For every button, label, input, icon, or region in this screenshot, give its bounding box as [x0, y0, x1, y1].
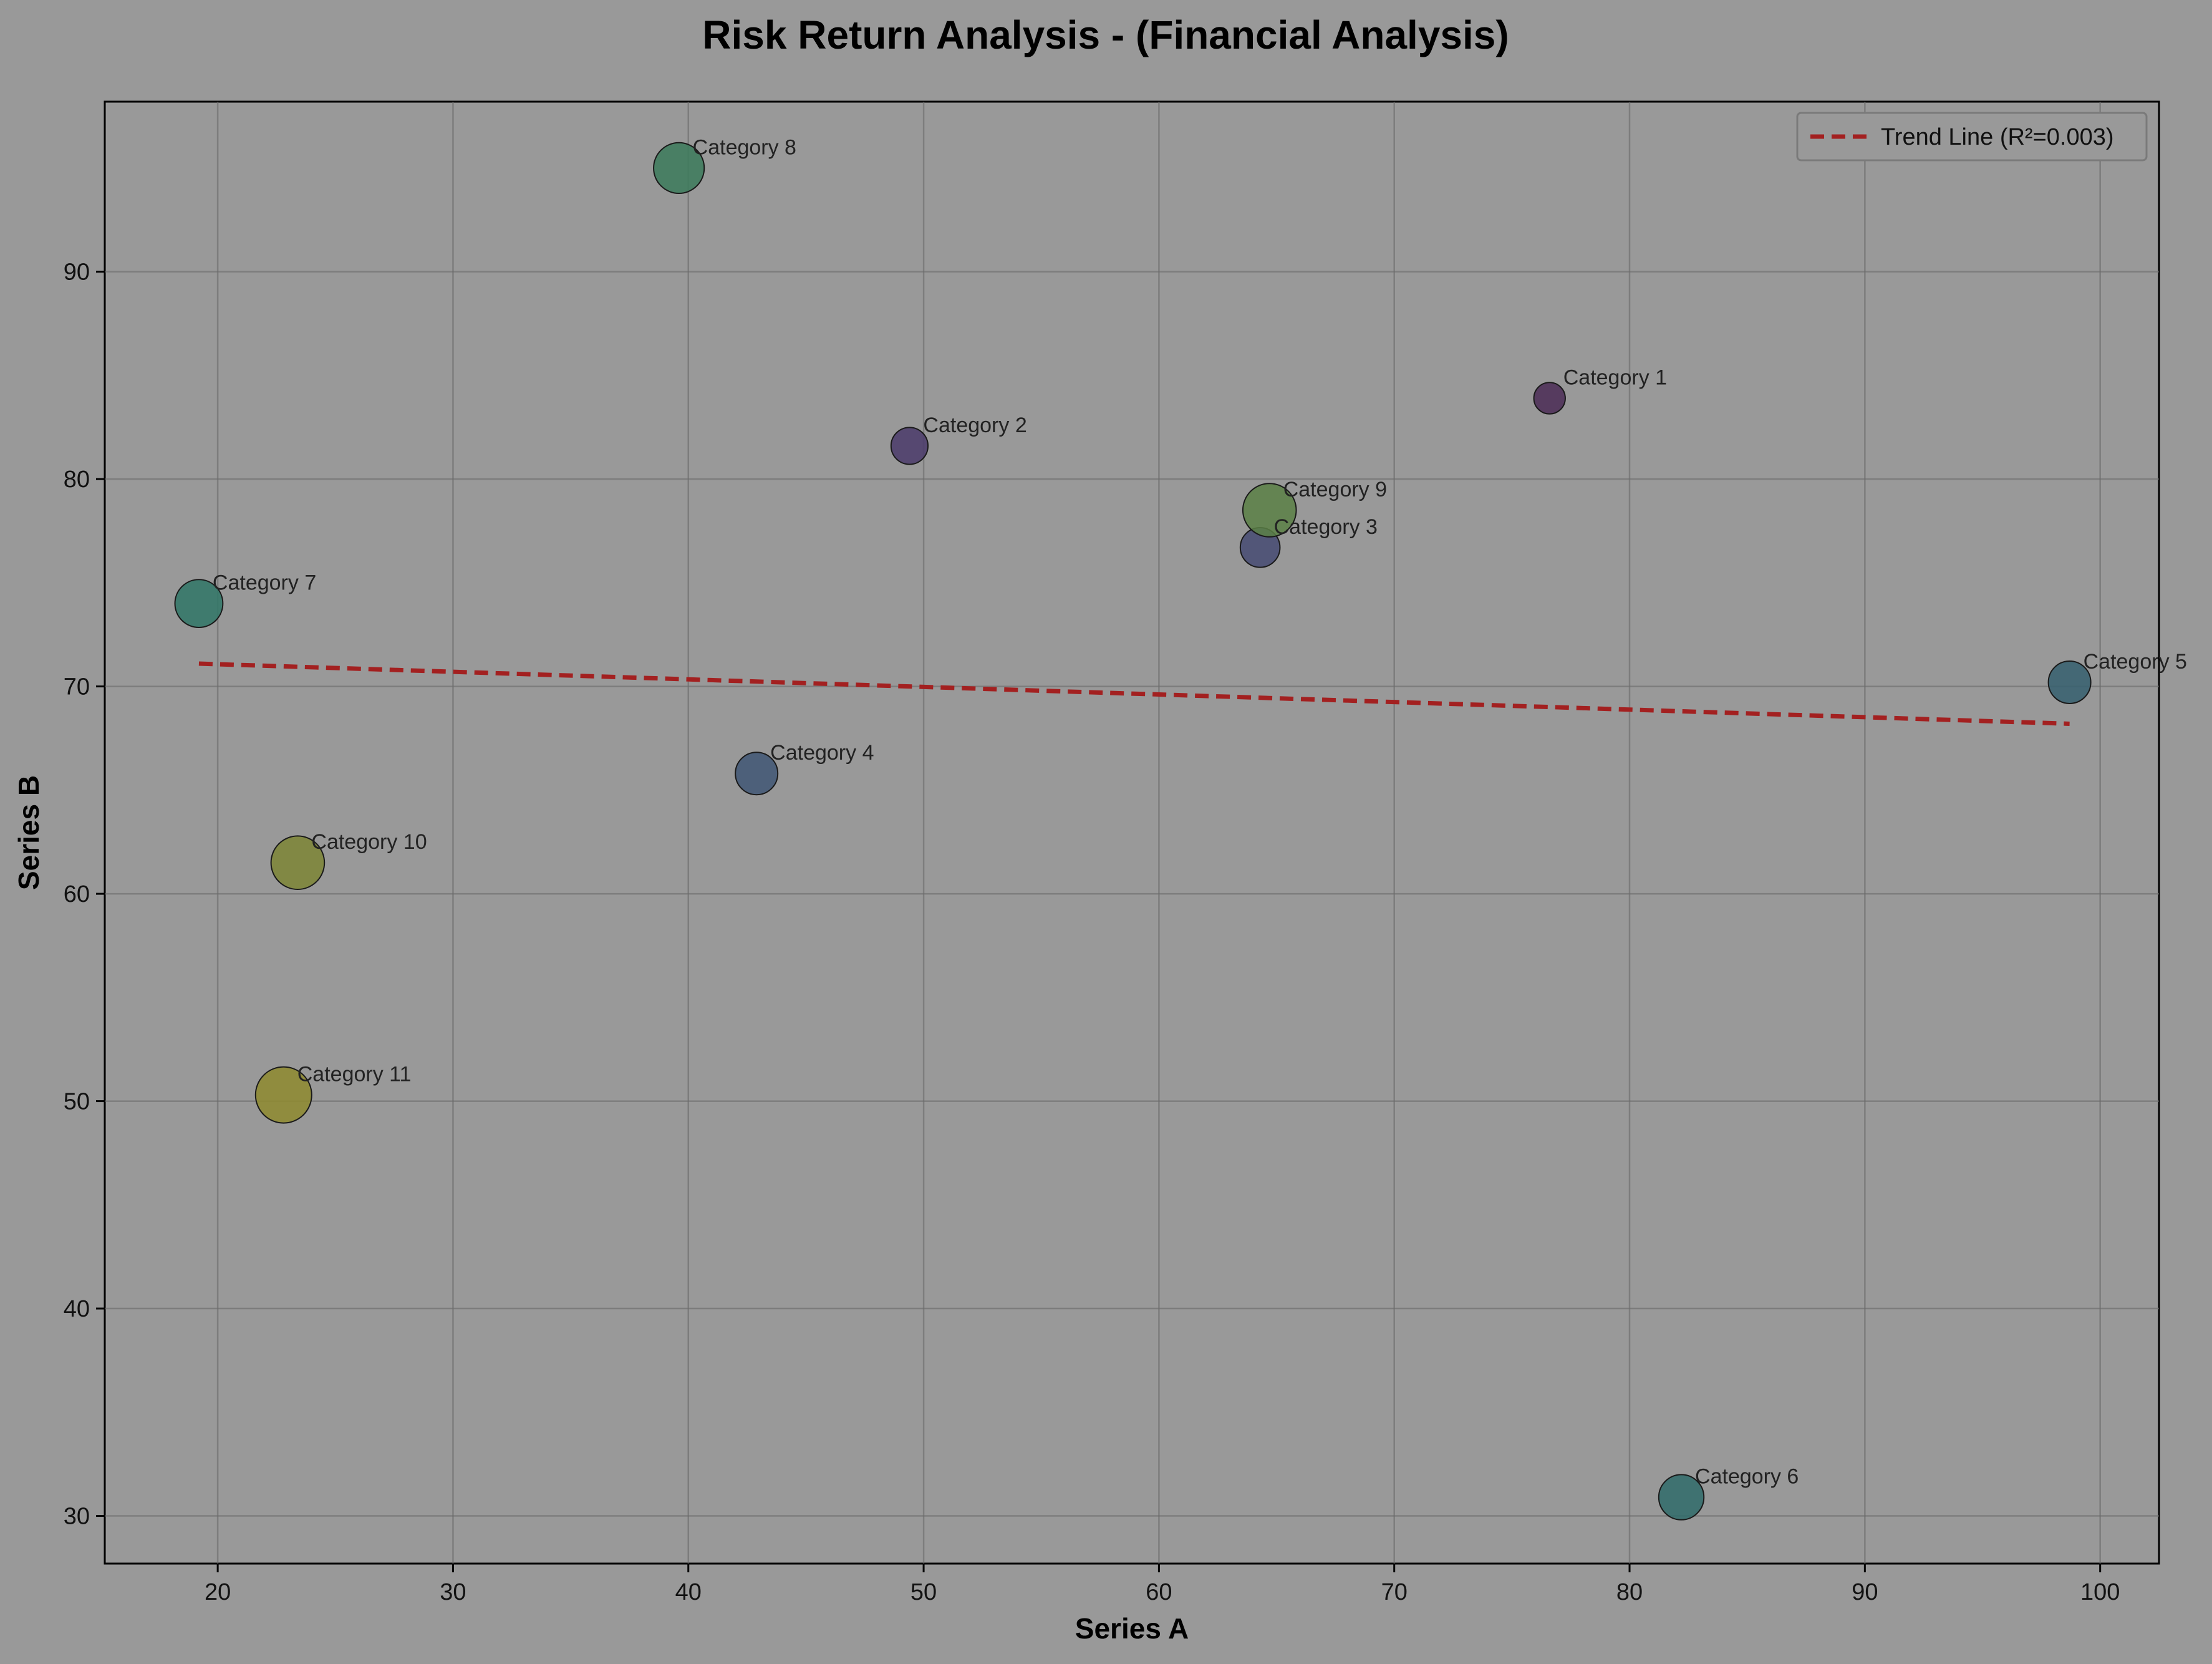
point-label: Category 7 [213, 571, 316, 595]
chart-title: Risk Return Analysis - (Financial Analys… [702, 12, 1509, 57]
point-label: Category 4 [770, 741, 874, 765]
y-axis-label: Series B [12, 775, 45, 890]
scatter-point [735, 752, 779, 796]
y-tick-label: 50 [64, 1089, 90, 1115]
y-tick-label: 80 [64, 467, 90, 493]
axis-ticks: 20 30 40 50 60 70 80 90 100 30 40 50 60 70 80 90 [64, 259, 2120, 1605]
x-tick-label: 50 [910, 1579, 937, 1605]
point-label: Category 3 [1274, 515, 1378, 539]
scatter-point [1658, 1474, 1705, 1521]
point-label: Category 1 [1563, 365, 1667, 389]
scatter-point [1533, 382, 1566, 415]
y-tick-label: 40 [64, 1296, 90, 1322]
x-tick-label: 30 [440, 1579, 466, 1605]
x-axis-label: Series A [1075, 1612, 1189, 1645]
y-tick-label: 90 [64, 259, 90, 286]
legend-box [1796, 112, 2148, 162]
x-tick-label: 20 [205, 1579, 231, 1605]
legend: Trend Line (R²=0.003) [1796, 112, 2148, 162]
scatter-point [174, 579, 224, 629]
scatter-point [653, 142, 705, 194]
point-label: Category 5 [2084, 650, 2187, 674]
x-tick-label: 90 [1852, 1579, 1878, 1605]
x-tick-label: 70 [1381, 1579, 1408, 1605]
scatter-point [2047, 660, 2092, 704]
point-label: Category 11 [297, 1063, 412, 1086]
point-label: Category 2 [923, 414, 1026, 437]
point-label: Category 10 [311, 830, 427, 854]
x-tick-label: 60 [1146, 1579, 1172, 1605]
x-tick-label: 100 [2080, 1579, 2120, 1605]
scatter-point [270, 835, 326, 891]
grid-lines [105, 102, 2159, 1564]
scatter-point [254, 1066, 312, 1124]
scatter-point [890, 427, 929, 465]
x-tick-label: 40 [675, 1579, 702, 1605]
y-tick-label: 60 [64, 881, 90, 907]
point-labels: Category 1 Category 2 Category 3 Category 4… [213, 135, 2187, 1488]
point-label: Category 6 [1695, 1465, 1799, 1489]
plot-area [104, 100, 2160, 1565]
scatter-point [1242, 483, 1297, 538]
y-tick-label: 70 [64, 674, 90, 700]
y-tick-label: 30 [64, 1504, 90, 1530]
x-tick-label: 80 [1616, 1579, 1643, 1605]
trend-line-layer [198, 661, 2070, 726]
legend-trend-label: Trend Line (R²=0.003) [1881, 124, 2114, 150]
trend-line [198, 661, 2070, 726]
point-label: Category 9 [1283, 478, 1387, 501]
point-label: Category 8 [693, 135, 796, 159]
scatter-points [174, 142, 2092, 1521]
